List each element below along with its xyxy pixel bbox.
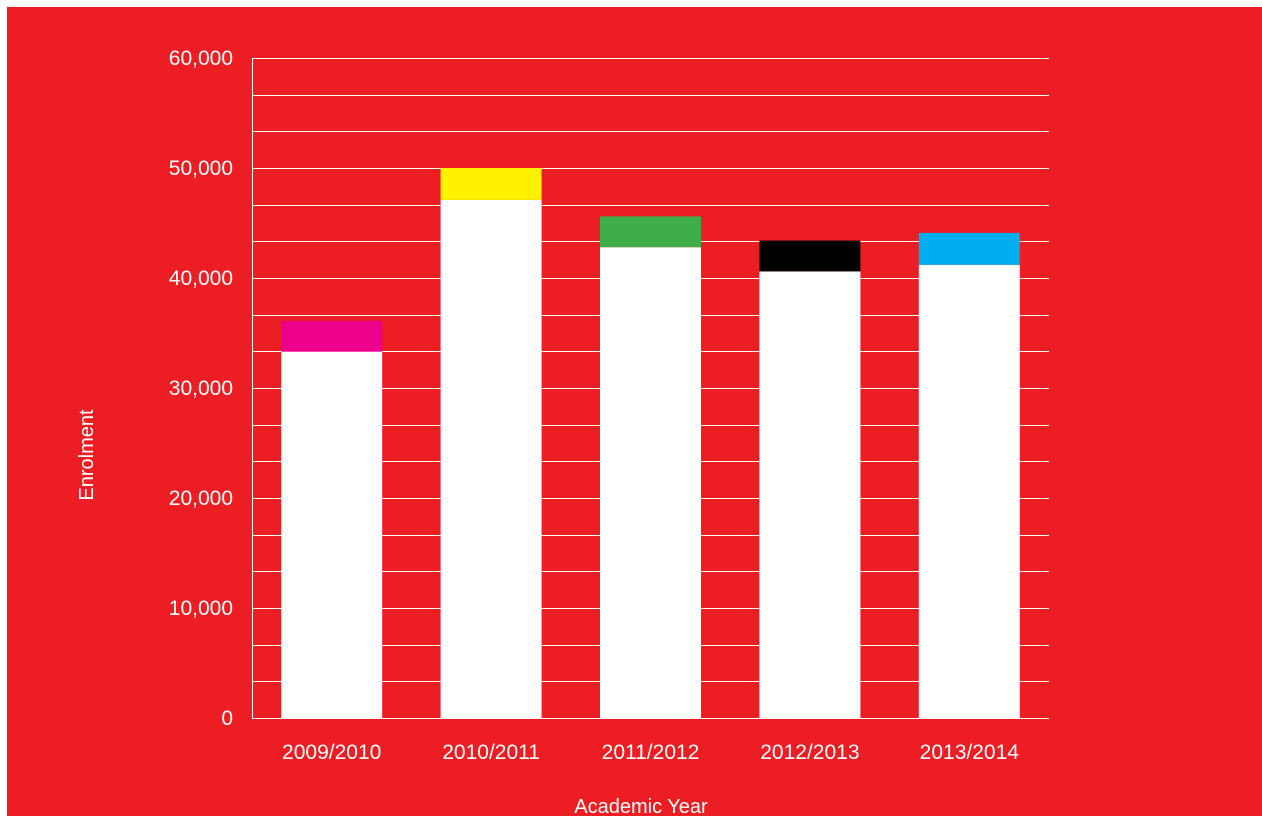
bars xyxy=(281,168,1020,718)
y-tick-label: 10,000 xyxy=(169,597,233,620)
enrolment-bar-chart: 0 10,000 20,000 30,000 40,000 50,000 60,000 20… xyxy=(76,47,1049,816)
bar-top xyxy=(600,216,701,248)
x-tick-label: 2011/2012 xyxy=(602,741,700,764)
bar-top xyxy=(281,320,383,352)
x-tick-label: 2010/2011 xyxy=(442,741,540,764)
bar-base xyxy=(759,271,861,718)
x-tick-label: 2013/2014 xyxy=(920,741,1020,764)
x-axis-title: Academic Year xyxy=(574,796,708,816)
y-tick-label: 20,000 xyxy=(169,487,233,510)
bar-base xyxy=(918,264,1020,718)
y-tick-labels: 0 10,000 20,000 30,000 40,000 50,000 60,000 xyxy=(169,47,233,730)
bar-top xyxy=(440,168,542,200)
x-tick-label: 2009/2010 xyxy=(282,741,381,764)
bar-base xyxy=(600,247,701,718)
bar-top xyxy=(918,232,1020,265)
y-tick-label: 40,000 xyxy=(169,267,233,290)
x-tick-label: 2012/2013 xyxy=(760,741,859,764)
y-tick-label: 0 xyxy=(221,707,233,730)
chart-panel: 0 10,000 20,000 30,000 40,000 50,000 60,000 20… xyxy=(7,7,1262,816)
y-tick-label: 60,000 xyxy=(169,47,233,70)
x-tick-labels: 2009/2010 2010/2011 2011/2012 2012/2013 2013… xyxy=(282,741,1019,764)
y-axis-title: Enrolment xyxy=(76,409,98,501)
axes xyxy=(252,58,1049,719)
y-tick-label: 30,000 xyxy=(169,377,233,400)
bar-base xyxy=(281,351,383,718)
y-tick-label: 50,000 xyxy=(169,157,233,180)
bar-base xyxy=(440,199,542,718)
bar-top xyxy=(759,240,861,272)
